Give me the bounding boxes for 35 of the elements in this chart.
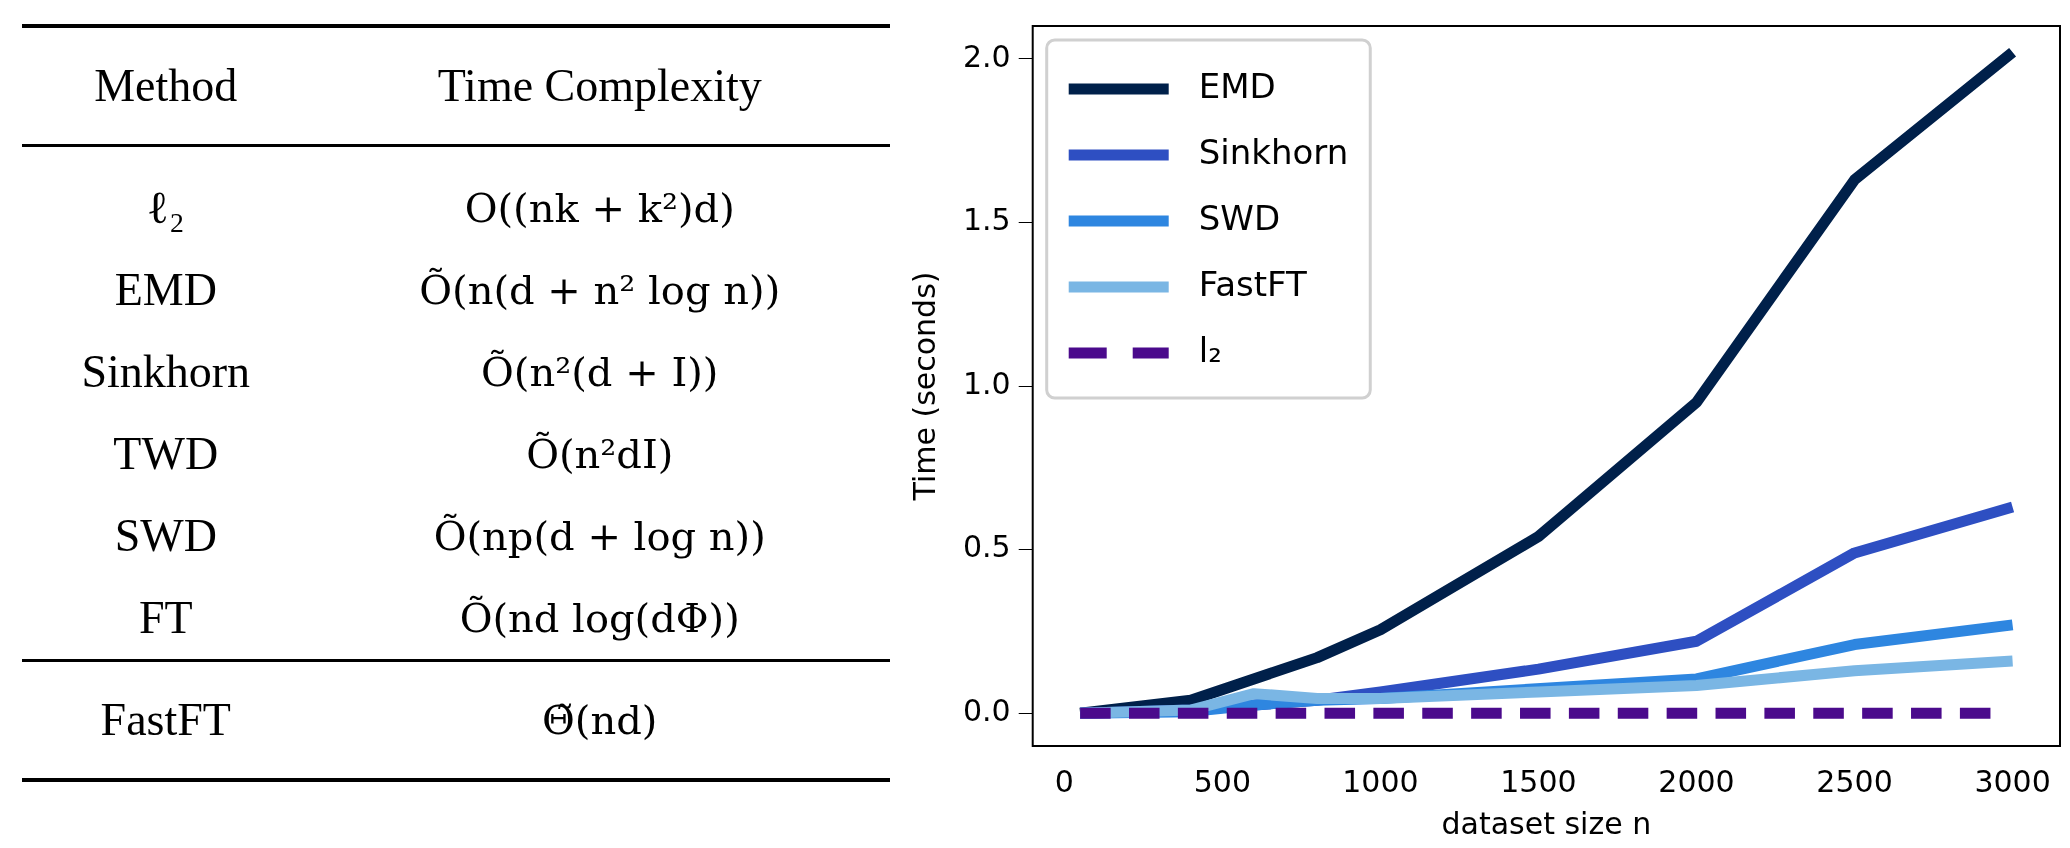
x-tick-label: 1500 (1500, 763, 1577, 799)
text: EMD (113, 263, 218, 317)
text: ℓ₂ (145, 181, 186, 235)
legend-label: l₂ (1198, 329, 1222, 370)
text: Õ(n²dI) (525, 430, 675, 479)
text: FT (137, 591, 194, 645)
text: Sinkhorn (80, 345, 252, 399)
text: TWD (112, 427, 220, 481)
text: Θ̃(nd) (309, 660, 890, 780)
x-axis-title: dataset size n (1441, 805, 1652, 841)
text: Method (22, 26, 310, 146)
text: Õ(n²(d + I)) (480, 348, 720, 397)
y-tick-label: 1.0 (962, 365, 1011, 401)
x-tick-label: 2000 (1658, 763, 1735, 799)
y-tick-label: 2.0 (962, 38, 1011, 74)
x-tick-label: 1000 (1342, 763, 1419, 799)
x-tick-label: 0 (1054, 763, 1074, 799)
x-tick-label: 2500 (1816, 763, 1893, 799)
legend-label: Sinkhorn (1198, 131, 1349, 172)
y-tick-label: 0.5 (962, 529, 1011, 565)
legend-label: EMD (1198, 65, 1276, 106)
text: Õ(nd log(dΦ)) (458, 594, 741, 643)
text: Õ(np(d + log n)) (432, 512, 767, 561)
text: O((nk + k²)d) (463, 184, 736, 233)
y-tick-label: 1.5 (962, 202, 1011, 238)
text: SWD (113, 509, 218, 563)
y-tick-label: 0.0 (962, 693, 1011, 729)
legend-label: SWD (1198, 197, 1281, 238)
legend-label: FastFT (1198, 263, 1307, 304)
text: FastFT (22, 660, 310, 780)
text: Time Complexity (309, 26, 890, 146)
x-tick-label: 3000 (1974, 763, 2051, 799)
y-axis-title: Time (seconds) (906, 271, 942, 502)
text: Õ(n(d + n² log n)) (418, 266, 782, 315)
x-tick-label: 500 (1193, 763, 1251, 799)
